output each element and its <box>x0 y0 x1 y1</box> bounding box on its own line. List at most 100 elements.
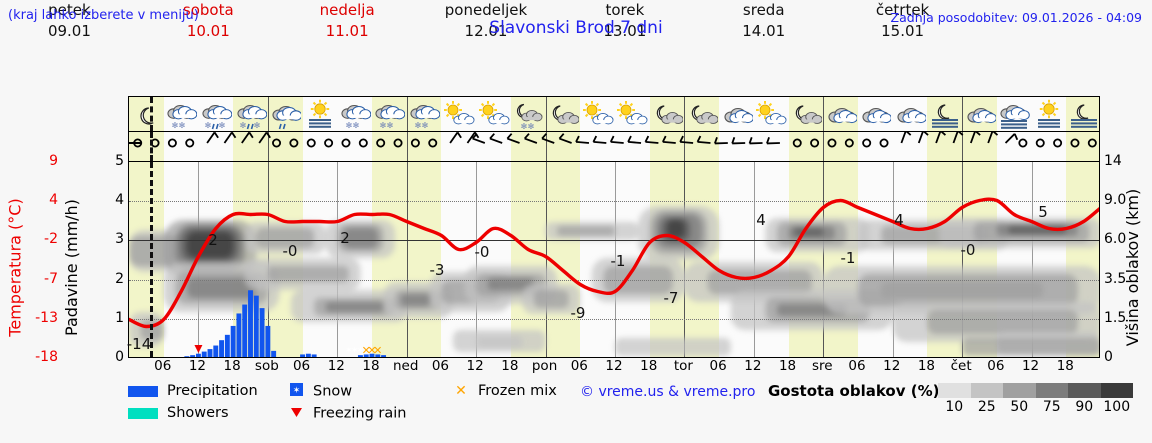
precipitation-swatch <box>128 385 158 397</box>
time-tick-label: pon <box>531 358 558 374</box>
weather-icon-sun-cloud <box>443 99 475 131</box>
meteogram-plot: ✶ ✶ ✶ ✕ ✕ ✕ <box>128 162 1100 358</box>
midday-gridline <box>753 162 755 357</box>
temperature-value-label: 2 <box>340 229 350 247</box>
time-tick-label: 06 <box>292 358 311 374</box>
day-separator <box>406 162 408 357</box>
day-separator <box>684 132 686 161</box>
weather-icon-moon-cloud <box>686 99 718 131</box>
axis-tick: 0 <box>115 349 124 365</box>
time-tick-label: ned <box>392 358 419 374</box>
weather-icon-moon-cloud <box>790 99 822 131</box>
night-band <box>788 132 858 161</box>
day-header-6: četrtek 15.01 <box>833 0 972 44</box>
wind-barbs <box>129 132 1097 148</box>
svg-text:✻: ✻ <box>204 121 211 130</box>
copyright-link[interactable]: © vreme.us & vreme.pro <box>580 384 756 400</box>
weather-icon-sun-cloud <box>616 99 648 131</box>
weather-icon-moon-cloud <box>547 99 579 131</box>
time-tick-label: 12 <box>327 358 345 374</box>
day-name: torek <box>605 1 645 19</box>
day-separator <box>962 162 964 357</box>
weather-icon-cloud-snow: ✻ ✻ <box>165 99 198 131</box>
colorbar-tick-label: 10 <box>945 399 964 415</box>
svg-text:✻: ✻ <box>239 121 246 130</box>
weather-icon-sun-cloud <box>755 99 787 131</box>
day-header-row: petek 09.01 sobota 10.01 nedelja 11.01 ponedel… <box>0 0 972 44</box>
temperature-value-label: -0 <box>474 243 490 261</box>
weather-icon-moon-fog <box>929 99 961 131</box>
horizontal-gridline <box>129 279 1099 281</box>
last-updated: Zadnja posodobitev: 09.01.2026 - 04:09 <box>890 10 1142 25</box>
weather-icon-sun-fog <box>304 99 336 131</box>
night-band <box>129 97 164 131</box>
temperature-line <box>129 197 1099 329</box>
day-separator <box>406 132 408 161</box>
day-name: petek <box>48 1 91 19</box>
svg-text:✕: ✕ <box>373 344 382 357</box>
temperature-value-label: -3 <box>429 261 445 279</box>
temperature-value-label: 4 <box>756 211 766 229</box>
time-tick-label: 06 <box>709 358 727 374</box>
day-separator <box>545 132 547 161</box>
svg-text:✻: ✻ <box>179 121 186 130</box>
svg-text:✻: ✻ <box>253 121 260 130</box>
night-band <box>510 132 581 161</box>
colorbar-segment <box>1035 383 1068 398</box>
time-tick-label: 12 <box>466 358 484 374</box>
time-tick-label: 18 <box>362 358 380 374</box>
zero-reference-line <box>129 240 1099 241</box>
temperature-value-label: -1 <box>610 252 626 270</box>
day-separator <box>406 97 408 131</box>
night-band <box>129 132 164 161</box>
temperature-value-label: 2 <box>208 231 218 249</box>
temperature-value-label: -1 <box>840 249 856 267</box>
legend-showers-label: Showers <box>167 405 229 421</box>
svg-text:✻: ✻ <box>422 121 429 130</box>
page-title: Slavonski Brod 7 dni <box>489 18 663 38</box>
axis-tick: 9.0 <box>1104 192 1127 209</box>
time-tick-label: čet <box>950 358 972 374</box>
legend-frozen-mix-label: Frozen mix <box>478 383 557 399</box>
weather-icon-sun-cloud <box>582 99 614 131</box>
day-separator <box>823 132 825 161</box>
legend: Precipitation Showers ✶ Snow Freezing rai… <box>128 382 1152 438</box>
current-time-line <box>149 132 153 161</box>
svg-text:✻: ✻ <box>218 121 225 130</box>
svg-text:✻: ✻ <box>380 121 387 130</box>
day-separator <box>823 97 825 131</box>
weather-icon-cloud-snow: ✻ ✻ <box>339 99 371 131</box>
cloud-density-colorbar <box>938 383 1133 398</box>
svg-text:✕: ✕ <box>362 344 371 357</box>
day-header-1: sobota 10.01 <box>139 0 278 44</box>
temperature-value-label: -0 <box>960 241 976 259</box>
axis-tick: 6.0 <box>1104 231 1127 248</box>
midday-gridline <box>1031 162 1033 357</box>
legend-snow: ✶ Snow <box>288 383 352 400</box>
colorbar-tick-label: 90 <box>1075 399 1094 415</box>
legend-freezing-rain: Freezing rain <box>288 405 406 422</box>
day-date: 09.01 <box>47 22 91 40</box>
temperature-value-label: 5 <box>1038 203 1048 221</box>
day-separator <box>962 97 964 131</box>
axis-tick: 1.5 <box>1104 309 1127 326</box>
day-separator <box>267 97 269 131</box>
time-tick-label: 06 <box>848 358 866 374</box>
axis-tick: 3 <box>115 231 124 248</box>
svg-text:✶: ✶ <box>357 346 365 356</box>
day-separator <box>545 97 547 131</box>
colorbar-tick-label: 100 <box>1103 399 1131 415</box>
temperature-value-label: 4 <box>894 211 904 229</box>
legend-precipitation: Precipitation <box>128 383 258 399</box>
precip-type-markers: ✶✶✶✕✕✕ <box>194 344 382 357</box>
night-band <box>510 162 581 357</box>
current-time-line <box>149 97 153 131</box>
time-tick-label: sob <box>254 358 279 374</box>
weather-icon-moon-fog <box>1068 99 1099 131</box>
snow-icon: ✶ <box>288 383 304 400</box>
svg-text:✕: ✕ <box>367 344 376 357</box>
day-separator <box>545 162 547 357</box>
current-time-line <box>149 162 153 357</box>
time-tick-label: 12 <box>1021 358 1040 374</box>
temperature-axis-ticks: 9 4 -2 -7 -13 -18 <box>18 153 58 365</box>
